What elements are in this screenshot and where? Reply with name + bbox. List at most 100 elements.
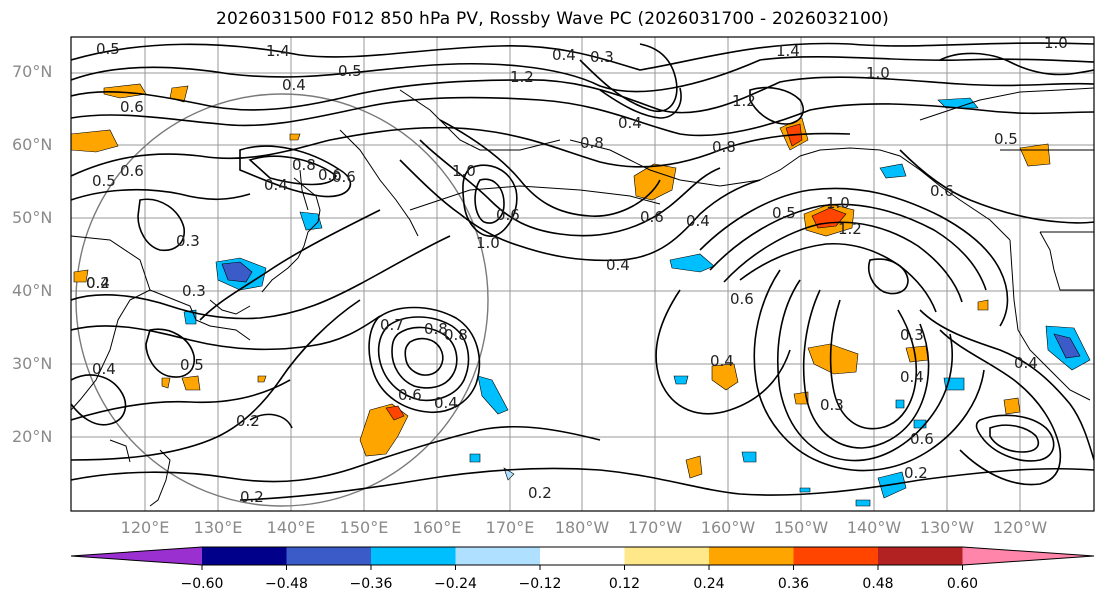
colorbar xyxy=(70,546,1095,570)
contour-label: 0.8 xyxy=(292,156,316,174)
lon-label: 120°E xyxy=(120,518,170,537)
pv-contours xyxy=(71,42,1094,501)
map-frame xyxy=(70,36,1095,512)
contour-label: 0.4 xyxy=(282,76,306,94)
contour-label: 0.8 xyxy=(444,326,468,344)
colorbar-segment xyxy=(455,547,540,565)
colorbar-max-arrow xyxy=(962,547,1094,565)
range-circle xyxy=(75,93,489,507)
contour-label: 0.8 xyxy=(712,138,736,156)
colorbar-min-arrow xyxy=(71,547,202,565)
contour-label: 0.5 xyxy=(180,356,204,374)
colorbar-tick-label: 0.48 xyxy=(862,576,894,592)
contour-label: 1.4 xyxy=(776,42,800,60)
colorbar-segment xyxy=(371,547,456,565)
lat-label: 50°N xyxy=(12,208,53,227)
contour-label: 1.0 xyxy=(1044,34,1068,52)
contour-label: 0.5 xyxy=(338,62,362,80)
contour-label: 0.4 xyxy=(1014,354,1038,372)
lon-label: 120°W xyxy=(992,518,1048,537)
contour-label: 0.5 xyxy=(96,40,120,58)
lon-label: 140°E xyxy=(266,518,316,537)
contour-label: 0.6 xyxy=(730,290,754,308)
contour-label: 0.4 xyxy=(264,176,288,194)
contour-label: 0.4 xyxy=(86,274,110,292)
lon-label: 170°E xyxy=(485,518,535,537)
lat-label: 30°N xyxy=(12,354,53,373)
contour-label: 0.6 xyxy=(496,206,520,224)
contour-label: 0.8 xyxy=(580,134,604,152)
contour-label: 1.2 xyxy=(838,220,862,238)
contour-label: 1.0 xyxy=(452,162,476,180)
contour-label: 0.6 xyxy=(910,430,934,448)
contour-label: 0.2 xyxy=(240,488,264,506)
contour-label: 1.0 xyxy=(826,194,850,212)
lon-label: 140°W xyxy=(846,518,902,537)
map-title: 2026031500 F012 850 hPa PV, Rossby Wave … xyxy=(216,9,889,29)
colorbar-tick-label: −0.48 xyxy=(265,576,308,592)
contour-label: 0.6 xyxy=(120,162,144,180)
contour-label: 0.3 xyxy=(182,282,206,300)
contour-label: 0.3 xyxy=(900,326,924,344)
contour-label: 0.4 xyxy=(900,368,924,386)
contour-label: 0.5 xyxy=(772,204,796,222)
contour-label: 0.2 xyxy=(904,464,928,482)
contour-label: 1.2 xyxy=(732,92,756,110)
colorbar-segment xyxy=(624,547,709,565)
colorbar-segment xyxy=(878,547,963,565)
colorbar-segment xyxy=(540,547,625,565)
lat-label: 60°N xyxy=(12,135,53,154)
contour-label-layer: 0.5 1.4 0.4 0.5 0.4 0.3 1.2 0.4 1.2 1.4 … xyxy=(86,34,1068,506)
colorbar-tick-label: −0.60 xyxy=(180,576,224,592)
colorbar-tick-label: 0.36 xyxy=(777,576,810,592)
contour-label: 0.7 xyxy=(380,316,404,334)
contour-label: 0.6 xyxy=(640,208,664,226)
rossby-wave-shading xyxy=(71,83,1091,507)
colorbar-tick-label: 0.12 xyxy=(608,576,641,592)
contour-label: 0.6 xyxy=(398,386,422,404)
lon-label: 180°W xyxy=(554,518,610,537)
lon-label: 130°E xyxy=(193,518,243,537)
contour-label: 0.5 xyxy=(92,172,116,190)
contour-label: 0.4 xyxy=(434,394,458,412)
coastlines xyxy=(71,87,1094,507)
lon-label: 160°W xyxy=(700,518,756,537)
contour-label: 1.2 xyxy=(510,68,534,86)
contour-label: 0.2 xyxy=(86,274,110,292)
contour-label: 0.4 xyxy=(686,212,710,230)
lon-label: 170°W xyxy=(627,518,683,537)
contour-label: 1.0 xyxy=(866,64,890,82)
contour-label: 1.4 xyxy=(266,42,290,60)
colorbar-tick-label: −0.12 xyxy=(518,576,562,592)
colorbar-tick-label: 0.24 xyxy=(693,576,725,592)
colorbar-segment xyxy=(286,547,371,565)
colorbar-tick-label: −0.24 xyxy=(434,576,477,592)
contour-label: 0.2 xyxy=(236,412,260,430)
contour-label: 0.6 xyxy=(332,168,356,186)
colorbar-segment xyxy=(202,547,287,565)
lon-label: 150°E xyxy=(339,518,389,537)
contour-label: 0.4 xyxy=(552,46,576,64)
lon-label: 130°W xyxy=(919,518,975,537)
lon-label: 150°W xyxy=(773,518,829,537)
colorbar-tick-label: −0.36 xyxy=(349,576,393,592)
contour-label: 0.3 xyxy=(820,396,844,414)
lat-label: 20°N xyxy=(12,427,53,446)
colorbar-segment xyxy=(709,547,794,565)
lon-label: 160°E xyxy=(412,518,462,537)
lat-label: 70°N xyxy=(12,62,53,81)
contour-label: 0.5 xyxy=(994,130,1018,148)
colorbar-tick-label: 0.60 xyxy=(946,576,979,592)
colorbar-segment xyxy=(793,547,878,565)
contour-label: 0.3 xyxy=(590,48,614,66)
contour-label: 0.8 xyxy=(424,320,448,338)
lat-label: 40°N xyxy=(12,281,53,300)
contour-label: 1.0 xyxy=(476,234,500,252)
contour-label: 0.4 xyxy=(92,360,116,378)
contour-label: 0.6 xyxy=(930,182,954,200)
contour-label: 0.6 xyxy=(120,98,144,116)
contour-label: 0.2 xyxy=(528,484,552,502)
contour-label: 0.4 xyxy=(618,114,642,132)
contour-label: 0.3 xyxy=(176,232,200,250)
